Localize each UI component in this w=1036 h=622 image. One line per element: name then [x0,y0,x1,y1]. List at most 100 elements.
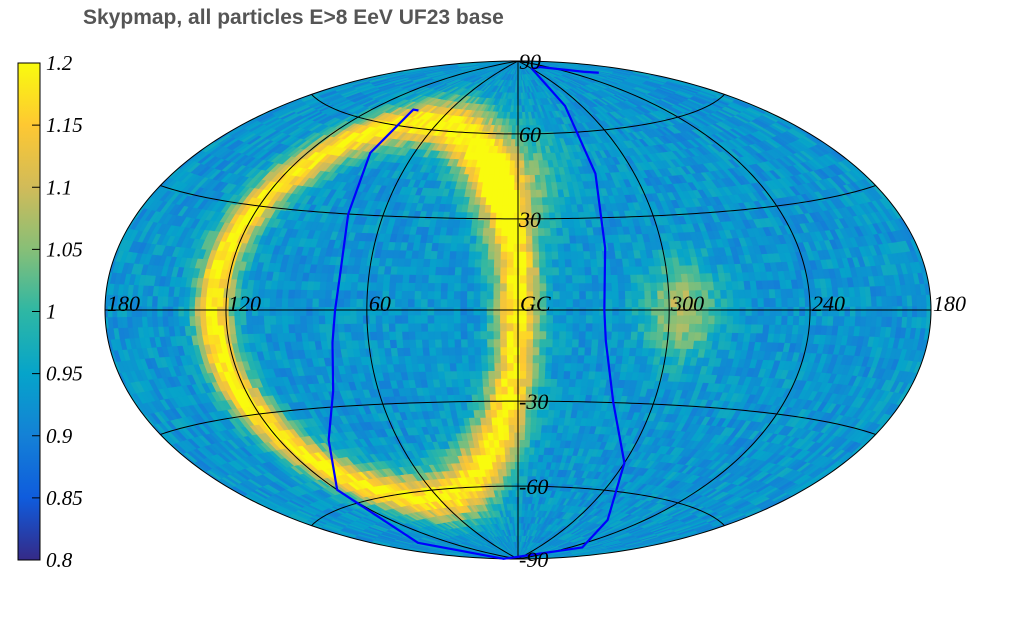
heatmap-cell [446,330,455,340]
heatmap-cell [452,298,461,308]
heatmap-cell [604,298,613,308]
heatmap-cell [506,346,514,356]
heatmap-cell [394,314,402,324]
heatmap-cell [400,298,409,308]
heatmap-cell [251,315,259,325]
heatmap-cell [374,314,383,324]
heatmap-cell [732,297,740,308]
heatmap-cell [519,362,527,371]
heatmap-cell [556,370,565,380]
heatmap-cell [499,346,508,356]
heatmap-cell [188,296,196,307]
heatmap-cell [610,330,619,340]
heatmap-cell [604,306,613,316]
heatmap-cell [725,314,734,325]
heatmap-cell [466,314,474,324]
heatmap-cell [199,315,207,326]
heatmap-cell [508,446,515,455]
heatmap-cell [596,346,605,356]
heatmap-cell [519,346,527,356]
heatmap-cell [624,306,632,316]
heatmap-cell [485,298,494,308]
heatmap-cell [537,370,546,379]
heatmap-cell [738,314,746,325]
heatmap-cell [886,305,893,317]
heatmap-cell [506,362,514,372]
heatmap-cell [407,298,415,308]
heatmap-cell [906,305,913,318]
heatmap-cell [780,315,788,325]
heatmap-cell [518,446,525,455]
heatmap-cell [820,315,828,326]
heatmap-cell [750,306,758,316]
heatmap-cell [713,297,722,308]
heatmap-cell [585,298,593,308]
heatmap-cell [584,322,593,332]
heatmap-cell [518,431,526,441]
heatmap-cell [732,314,740,325]
heatmap-cell [459,298,468,308]
heatmap-cell [305,306,313,316]
heatmap-cell [500,377,508,387]
heatmap-cell [495,401,503,410]
heatmap-cell [453,330,462,340]
heatmap-cell [630,298,639,308]
heatmap-cell [719,314,728,325]
heatmap-cell [591,314,600,324]
heatmap-cell [421,338,430,348]
heatmap-cell [901,305,908,318]
heatmap-cell [848,315,856,327]
heatmap-cell [826,315,834,326]
heatmap-cell [558,330,567,340]
heatmap-cell [584,330,593,340]
heatmap-cell [531,346,540,356]
heatmap-cell [518,416,526,426]
heatmap-cell [414,330,423,340]
heatmap-cell [762,297,770,308]
heatmap-cell [585,306,593,316]
heatmap-cell [550,370,558,380]
heatmap-cell [317,306,325,316]
heatmap-cell [865,305,872,317]
heatmap-cell [525,354,533,364]
heatmap-cell [274,297,283,308]
heatmap-cell [798,306,806,317]
heatmap-cell [408,338,417,348]
heatmap-cell [499,314,507,324]
heatmap-cell [568,370,577,380]
heatmap-cell [538,322,547,332]
heatmap-cell [543,370,552,379]
heatmap-cell [548,393,557,403]
heatmap-cell [466,298,474,308]
heatmap-cell [489,401,497,411]
heatmap-cell [518,502,523,511]
heatmap-cell [524,416,532,426]
heatmap-cell [552,314,560,324]
heatmap-cell [293,314,301,325]
heatmap-cell [216,315,224,326]
heatmap-cell [293,297,301,308]
heatmap-cell [473,354,482,364]
heatmap-cell [479,298,487,308]
heatmap-cell [188,315,196,327]
heatmap-cell [317,297,326,308]
heatmap-cell [481,370,489,379]
heatmap-cell [792,315,800,326]
heatmap-cell [420,330,429,340]
heatmap-cell [507,401,514,410]
heatmap-cell [336,306,344,316]
heatmap-cell [786,315,794,326]
heatmap-cell [156,305,163,317]
heatmap-cell [650,298,658,308]
heatmap-cell [349,297,357,308]
heatmap-cell [262,314,271,325]
heatmap-cell [466,322,474,332]
heatmap-cell [161,305,168,317]
heatmap-cell [299,306,307,316]
heatmap-cell [312,323,320,333]
heatmap-cell [486,330,494,340]
heatmap-cell [368,322,377,333]
heatmap-cell [461,362,470,372]
heatmap-cell [725,323,734,333]
heatmap-cell [440,330,448,340]
